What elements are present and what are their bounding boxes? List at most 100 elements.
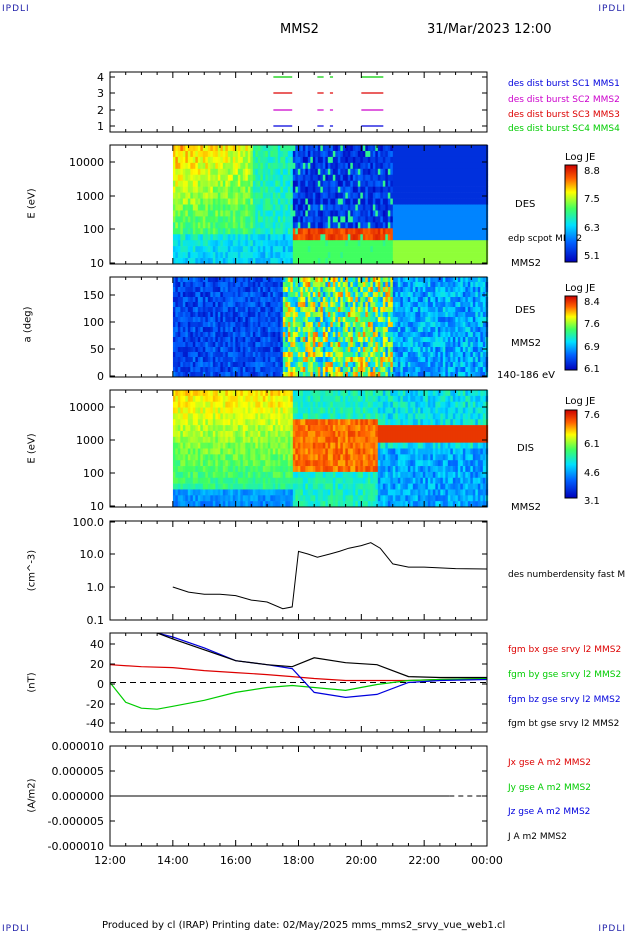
heatmap-cell	[175, 192, 179, 199]
heatmap-cell	[382, 240, 386, 247]
heatmap-cell	[397, 240, 401, 247]
heatmap-cell	[402, 156, 406, 164]
heatmap-cell	[215, 252, 219, 259]
heatmap-cell	[360, 297, 364, 303]
heatmap-cell	[325, 322, 329, 328]
heatmap-cell	[262, 277, 266, 283]
heatmap-cell	[252, 198, 256, 205]
heatmap-cell	[440, 287, 444, 293]
heatmap-cell	[345, 204, 349, 211]
heatmap-cell	[220, 240, 224, 247]
heatmap-cell	[242, 210, 246, 217]
heatmap-cell	[337, 322, 341, 328]
heatmap-cell	[195, 332, 199, 338]
heatmap-cell	[302, 228, 306, 235]
heatmap-cell	[357, 174, 361, 181]
heatmap-cell	[477, 156, 481, 164]
heatmap-cell	[387, 317, 391, 323]
heatmap-cell	[220, 332, 224, 338]
heatmap-cell	[327, 292, 331, 298]
heatmap-cell	[185, 186, 189, 193]
heatmap-cell	[365, 228, 369, 235]
heatmap-cell	[407, 198, 411, 205]
heatmap-cell	[222, 337, 226, 343]
heatmap-cell	[247, 204, 251, 211]
heatmap-cell	[392, 277, 396, 283]
heatmap-cell	[352, 322, 356, 328]
heatmap-cell	[325, 342, 329, 348]
heatmap-cell	[367, 287, 371, 293]
heatmap-cell	[245, 307, 249, 313]
heatmap-cell	[257, 307, 261, 313]
heatmap-cell	[272, 222, 276, 229]
heatmap-cell	[195, 192, 199, 199]
heatmap-cell	[240, 216, 244, 223]
corner-logo-br: IPDLI	[598, 924, 626, 934]
heatmap-cell	[365, 342, 369, 348]
heatmap-cell	[455, 347, 459, 353]
heatmap-cell	[405, 307, 409, 313]
heatmap-cell	[347, 287, 351, 293]
heatmap-cell	[180, 362, 184, 368]
heatmap-cell	[242, 246, 246, 253]
heatmap-cell	[472, 198, 476, 205]
heatmap-cell	[422, 292, 426, 298]
heatmap-cell	[200, 192, 204, 199]
heatmap-cell	[340, 168, 344, 176]
heatmap-cell	[172, 282, 176, 288]
heatmap-cell	[235, 216, 239, 223]
heatmap-cell	[390, 327, 394, 333]
heatmap-cell	[267, 186, 271, 193]
heatmap-cell	[267, 317, 271, 323]
heatmap-cell	[462, 216, 466, 223]
heatmap-cell	[237, 317, 241, 323]
heatmap-cell	[322, 312, 326, 318]
heatmap-cell	[227, 168, 231, 176]
heatmap-cell	[465, 372, 469, 378]
heatmap-cell	[177, 240, 181, 247]
heatmap-cell	[375, 282, 379, 288]
heatmap-cell	[342, 210, 346, 217]
heatmap-cell	[282, 186, 286, 193]
heatmap-cell	[382, 282, 386, 288]
heatmap-cell	[215, 332, 219, 338]
heatmap-cell	[375, 145, 379, 152]
heatmap-cell	[475, 277, 479, 283]
heatmap-cell	[430, 210, 434, 217]
heatmap-cell	[280, 327, 284, 333]
heatmap-cell	[400, 287, 404, 293]
heatmap-cell	[350, 357, 354, 363]
heatmap-cell	[445, 252, 449, 259]
heatmap-cell	[255, 186, 259, 193]
heatmap-cell	[197, 180, 201, 187]
heatmap-cell	[427, 168, 431, 176]
heatmap-cell	[337, 168, 341, 176]
heatmap-cell	[205, 342, 209, 348]
heatmap-cell	[362, 352, 366, 358]
heatmap-cell	[282, 174, 286, 181]
heatmap-cell	[390, 222, 394, 229]
heatmap-cell	[192, 234, 196, 241]
heatmap-cell	[190, 246, 194, 253]
heatmap-cell	[375, 337, 379, 343]
heatmap-cell	[335, 180, 339, 187]
heatmap-cell	[397, 357, 401, 363]
heatmap-cell	[390, 357, 394, 363]
heatmap-cell	[407, 216, 411, 223]
heatmap-cell	[317, 357, 321, 363]
heatmap-cell	[410, 150, 414, 158]
heatmap-cell	[432, 287, 436, 293]
heatmap-cell	[242, 357, 246, 363]
heatmap-cell	[195, 168, 199, 176]
heatmap-cell	[392, 332, 396, 338]
heatmap-cell	[412, 372, 416, 378]
heatmap-cell	[235, 367, 239, 373]
heatmap-cell	[205, 222, 209, 229]
heatmap-cell	[425, 222, 429, 229]
heatmap-cell	[292, 150, 296, 158]
heatmap-cell	[312, 162, 316, 170]
heatmap-cell	[357, 258, 361, 265]
heatmap-cell	[445, 150, 449, 158]
heatmap-cell	[417, 150, 421, 158]
heatmap-cell	[415, 258, 419, 265]
